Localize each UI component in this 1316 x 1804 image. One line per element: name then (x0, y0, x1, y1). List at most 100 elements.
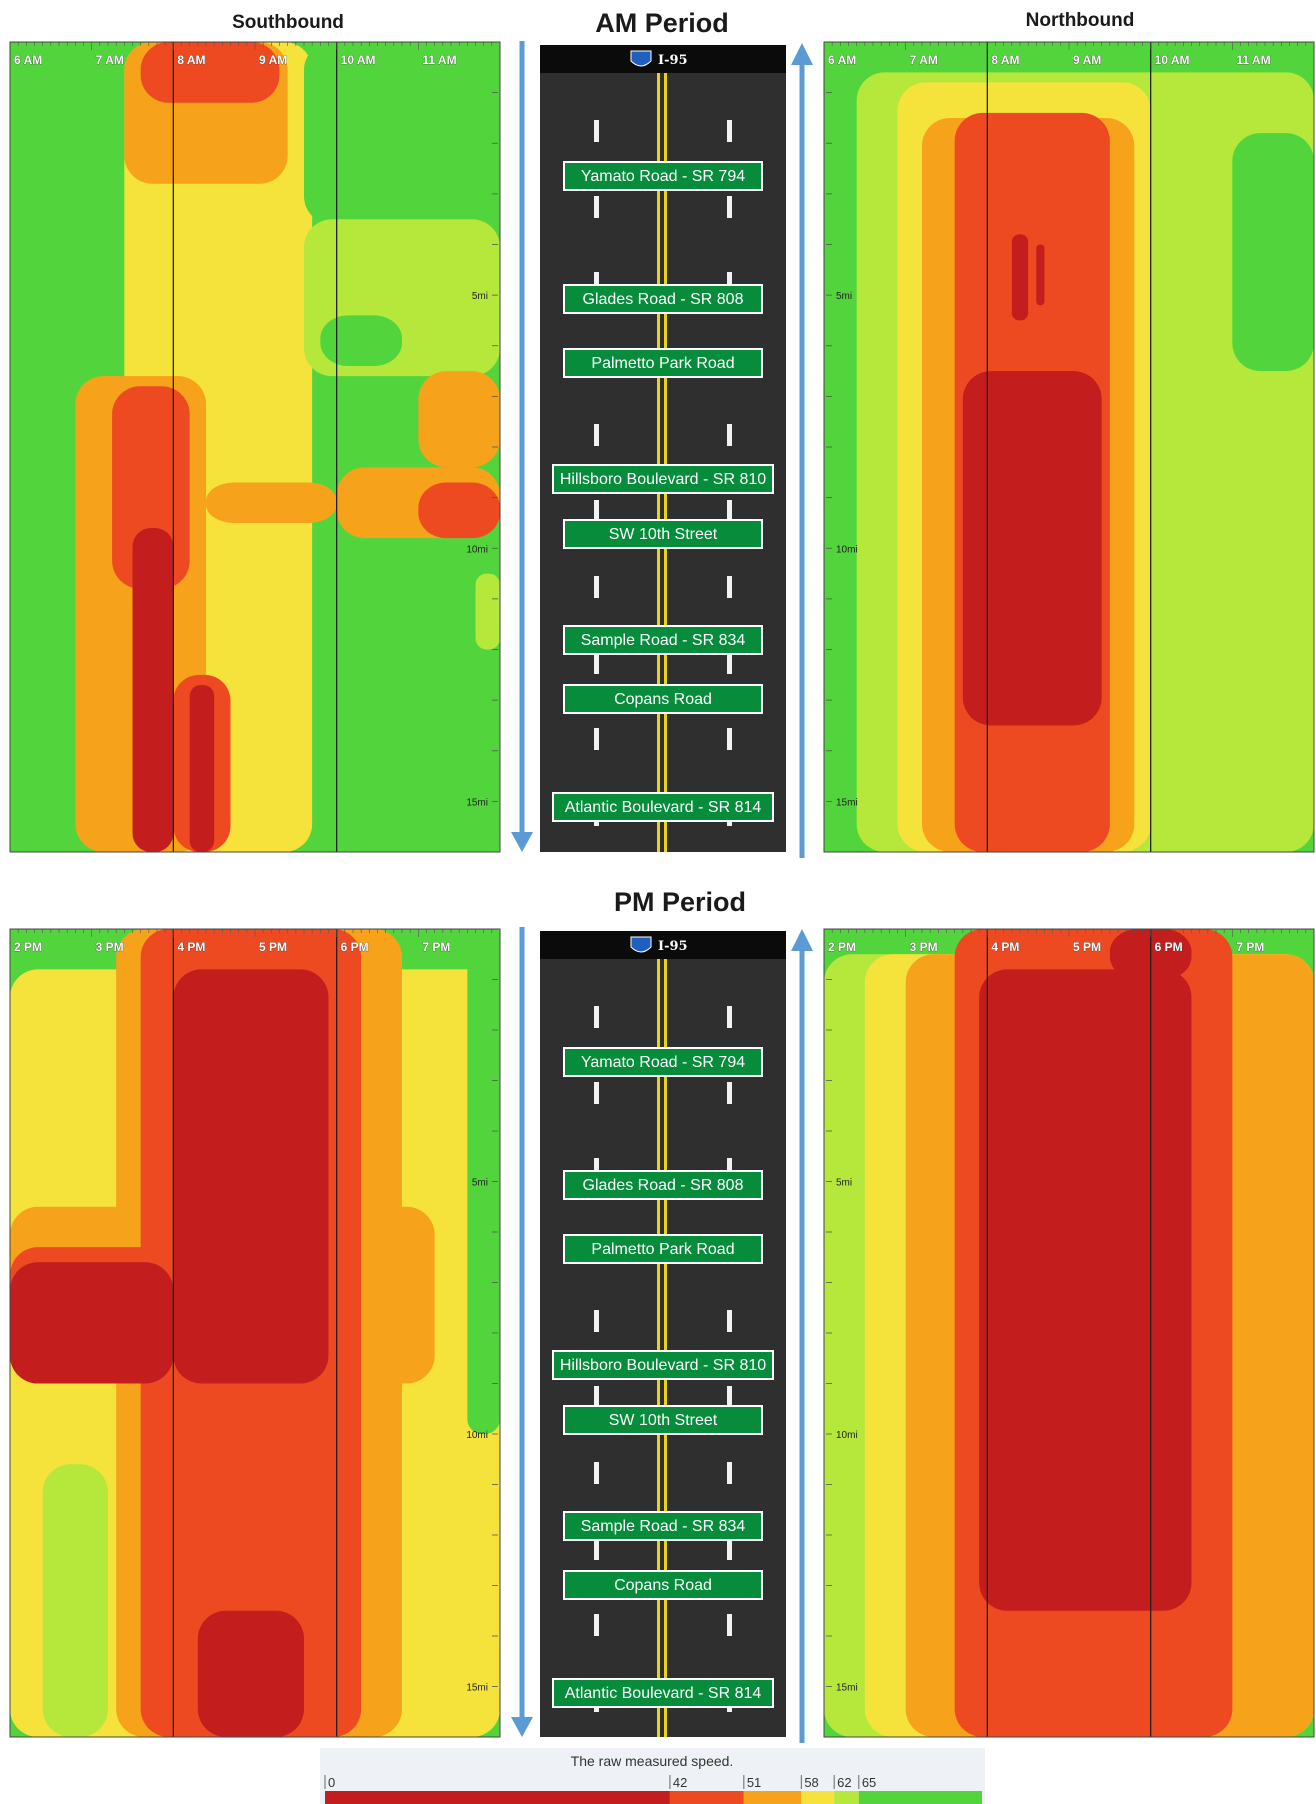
lane-dash (594, 120, 599, 142)
x-tick-label: 3 PM (910, 940, 938, 954)
exit-sign-label: Yamato Road - SR 794 (581, 168, 745, 185)
exit-sign-label: Glades Road - SR 808 (583, 291, 744, 308)
speed-zone (418, 371, 500, 468)
exit-sign (565, 521, 761, 547)
x-tick-label: 2 PM (828, 940, 856, 954)
lane-dash (594, 728, 599, 750)
lane-dash (594, 1538, 599, 1560)
legend-tick-label: 0 (328, 1775, 335, 1790)
x-tick-label: 6 AM (828, 53, 856, 67)
lane-dash (727, 1082, 732, 1104)
exit-sign (565, 1513, 761, 1539)
heatmap-frame (9, 41, 501, 853)
heatmap-panel-4: 2 PM 3 PM 4 PM 5 PM 6 PM 7 PM 5mi 10mi 15mi (823, 928, 1315, 1738)
heatmap-frame (823, 41, 1315, 853)
lane-dash (594, 1082, 599, 1104)
legend-swatch (325, 1791, 670, 1804)
exit-sign (565, 163, 761, 189)
y-tick-label: 10mi (836, 544, 858, 555)
exit-sign-label: Sample Road - SR 834 (581, 1518, 746, 1535)
x-tick-label: 7 AM (910, 53, 938, 67)
x-tick-label: 7 AM (96, 53, 124, 67)
lane-dash (727, 272, 732, 294)
road-diagram-am: I-95 Yamato Road - SR 794 Glades Road - SR… (511, 41, 813, 858)
legend-tick-label: 58 (804, 1775, 818, 1790)
center-line (664, 73, 667, 852)
y-tick-label: 10mi (836, 1430, 858, 1441)
exit-sign-label: Copans Road (614, 1577, 712, 1594)
speed-zone (1036, 244, 1045, 306)
legend-tick-label: 65 (862, 1775, 876, 1790)
y-tick-label: 5mi (836, 291, 852, 302)
lane-dash (594, 424, 599, 446)
y-tick-label: 15mi (836, 797, 858, 808)
legend-tick-label: 62 (837, 1775, 851, 1790)
center-line (664, 959, 667, 1737)
legend-swatch (834, 1791, 859, 1804)
speed-zone (132, 528, 174, 852)
speed-zone (42, 1464, 108, 1737)
lane-dash (594, 576, 599, 598)
lane-dash (594, 652, 599, 674)
exit-sign-label: SW 10th Street (609, 1412, 718, 1429)
x-tick-label: 9 AM (259, 53, 287, 67)
x-tick-label: 4 PM (991, 940, 1019, 954)
x-tick-label: 8 AM (991, 53, 1019, 67)
x-tick-label: 11 AM (422, 53, 456, 67)
speed-zone (173, 969, 329, 1384)
speed-zone (189, 684, 215, 852)
lane-dash (727, 424, 732, 446)
exit-sign-label: Atlantic Boulevard - SR 814 (565, 799, 762, 816)
y-tick-label: 15mi (466, 1683, 488, 1694)
exit-sign-label: Palmetto Park Road (591, 355, 734, 372)
lane-dash (727, 1614, 732, 1636)
road-header-bar (540, 931, 786, 959)
exit-sign-label: Hillsboro Boulevard - SR 810 (560, 471, 766, 488)
legend-tick-label: 51 (747, 1775, 761, 1790)
x-tick-label: 7 PM (422, 940, 450, 954)
x-tick-label: 6 PM (341, 940, 369, 954)
x-tick-label: 5 PM (259, 940, 287, 954)
exit-sign-label: Atlantic Boulevard - SR 814 (565, 1685, 762, 1702)
speed-zone (1011, 234, 1029, 321)
legend-tick-label: 42 (673, 1775, 687, 1790)
speed-zone (962, 371, 1102, 726)
speed-zone (418, 482, 500, 539)
y-tick-label: 15mi (836, 1683, 858, 1694)
speed-zone (467, 929, 500, 1434)
center-line (657, 959, 660, 1737)
lane-dash (594, 1614, 599, 1636)
lane-dash (727, 728, 732, 750)
exit-sign (565, 1236, 761, 1262)
heatmap-frame (823, 928, 1315, 1738)
speed-zone (1232, 133, 1314, 372)
legend-swatch (801, 1791, 835, 1804)
exit-sign-label: Hillsboro Boulevard - SR 810 (560, 1357, 766, 1374)
am-period-header: AM Period (595, 8, 729, 38)
speed-zone (979, 969, 1192, 1611)
legend-title: The raw measured speed. (571, 1753, 734, 1769)
speed-zone (320, 315, 402, 366)
lane-dash (727, 196, 732, 218)
lane-dash (727, 1386, 732, 1408)
x-tick-label: 9 AM (1073, 53, 1101, 67)
exit-sign-label: Glades Road - SR 808 (583, 1177, 744, 1194)
speed-zone (140, 42, 280, 103)
x-tick-label: 2 PM (14, 940, 42, 954)
x-tick-label: 5 PM (1073, 940, 1101, 954)
southbound-header: Southbound (232, 12, 344, 33)
lane-dash (727, 1462, 732, 1484)
center-line (657, 73, 660, 852)
northbound-header: Northbound (1026, 10, 1135, 31)
exit-sign-label: Copans Road (614, 691, 712, 708)
northbound-arrowhead (791, 43, 813, 65)
exit-sign-label: Yamato Road - SR 794 (581, 1054, 745, 1071)
y-tick-label: 5mi (836, 1178, 852, 1189)
lane-dash (594, 196, 599, 218)
exit-sign (565, 350, 761, 376)
x-tick-label: 6 PM (1155, 940, 1183, 954)
exit-sign (565, 1572, 761, 1598)
exit-sign (565, 627, 761, 653)
legend-swatch (669, 1791, 744, 1804)
